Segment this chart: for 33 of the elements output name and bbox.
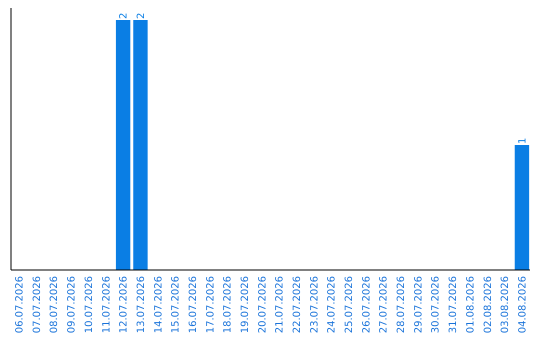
data-label: 2 — [118, 12, 130, 19]
x-tick-label: 21.07.2026 — [274, 276, 286, 334]
x-tick-label: 11.07.2026 — [101, 276, 112, 334]
x-tick-label: 27.07.2026 — [378, 276, 390, 334]
x-tick-label: 08.07.2026 — [49, 276, 60, 334]
x-tick-label: 13.07.2026 — [136, 276, 147, 334]
x-tick-label: 28.07.2026 — [396, 276, 408, 334]
x-tick-label: 31.07.2026 — [448, 276, 460, 334]
x-tick-label: 17.07.2026 — [205, 276, 216, 334]
x-tick-label: 29.07.2026 — [413, 276, 424, 334]
x-tick-label: 10.07.2026 — [84, 276, 95, 334]
x-tick-label: 26.07.2026 — [361, 276, 372, 334]
x-tick-label: 23.07.2026 — [309, 276, 320, 334]
x-tick-label: 03.08.2026 — [500, 276, 512, 334]
x-tick-label: 06.07.2026 — [14, 276, 26, 334]
data-label: 1 — [517, 138, 528, 144]
x-tick-label: 07.07.2026 — [32, 276, 43, 334]
x-tick-label: 25.07.2026 — [344, 276, 356, 334]
x-tick-label: 19.07.2026 — [240, 276, 251, 334]
x-tick-label: 16.07.2026 — [188, 276, 199, 334]
data-label: 2 — [136, 12, 147, 19]
x-tick-label: 12.07.2026 — [118, 276, 130, 334]
x-tick-label: 30.07.2026 — [430, 276, 442, 334]
x-tick-label: 01.08.2026 — [465, 276, 476, 334]
x-tick-label: 15.07.2026 — [170, 276, 182, 334]
x-tick-label: 14.07.2026 — [153, 276, 164, 334]
x-tick-label: 20.07.2026 — [257, 276, 268, 334]
x-tick-label: 04.08.2026 — [517, 276, 528, 334]
x-tick-label: 24.07.2026 — [326, 276, 338, 334]
x-tick-label: 09.07.2026 — [66, 276, 78, 334]
x-tick-label: 22.07.2026 — [292, 276, 304, 334]
x-tick-label: 02.08.2026 — [482, 276, 494, 334]
x-tick-label: 18.07.2026 — [222, 276, 234, 334]
